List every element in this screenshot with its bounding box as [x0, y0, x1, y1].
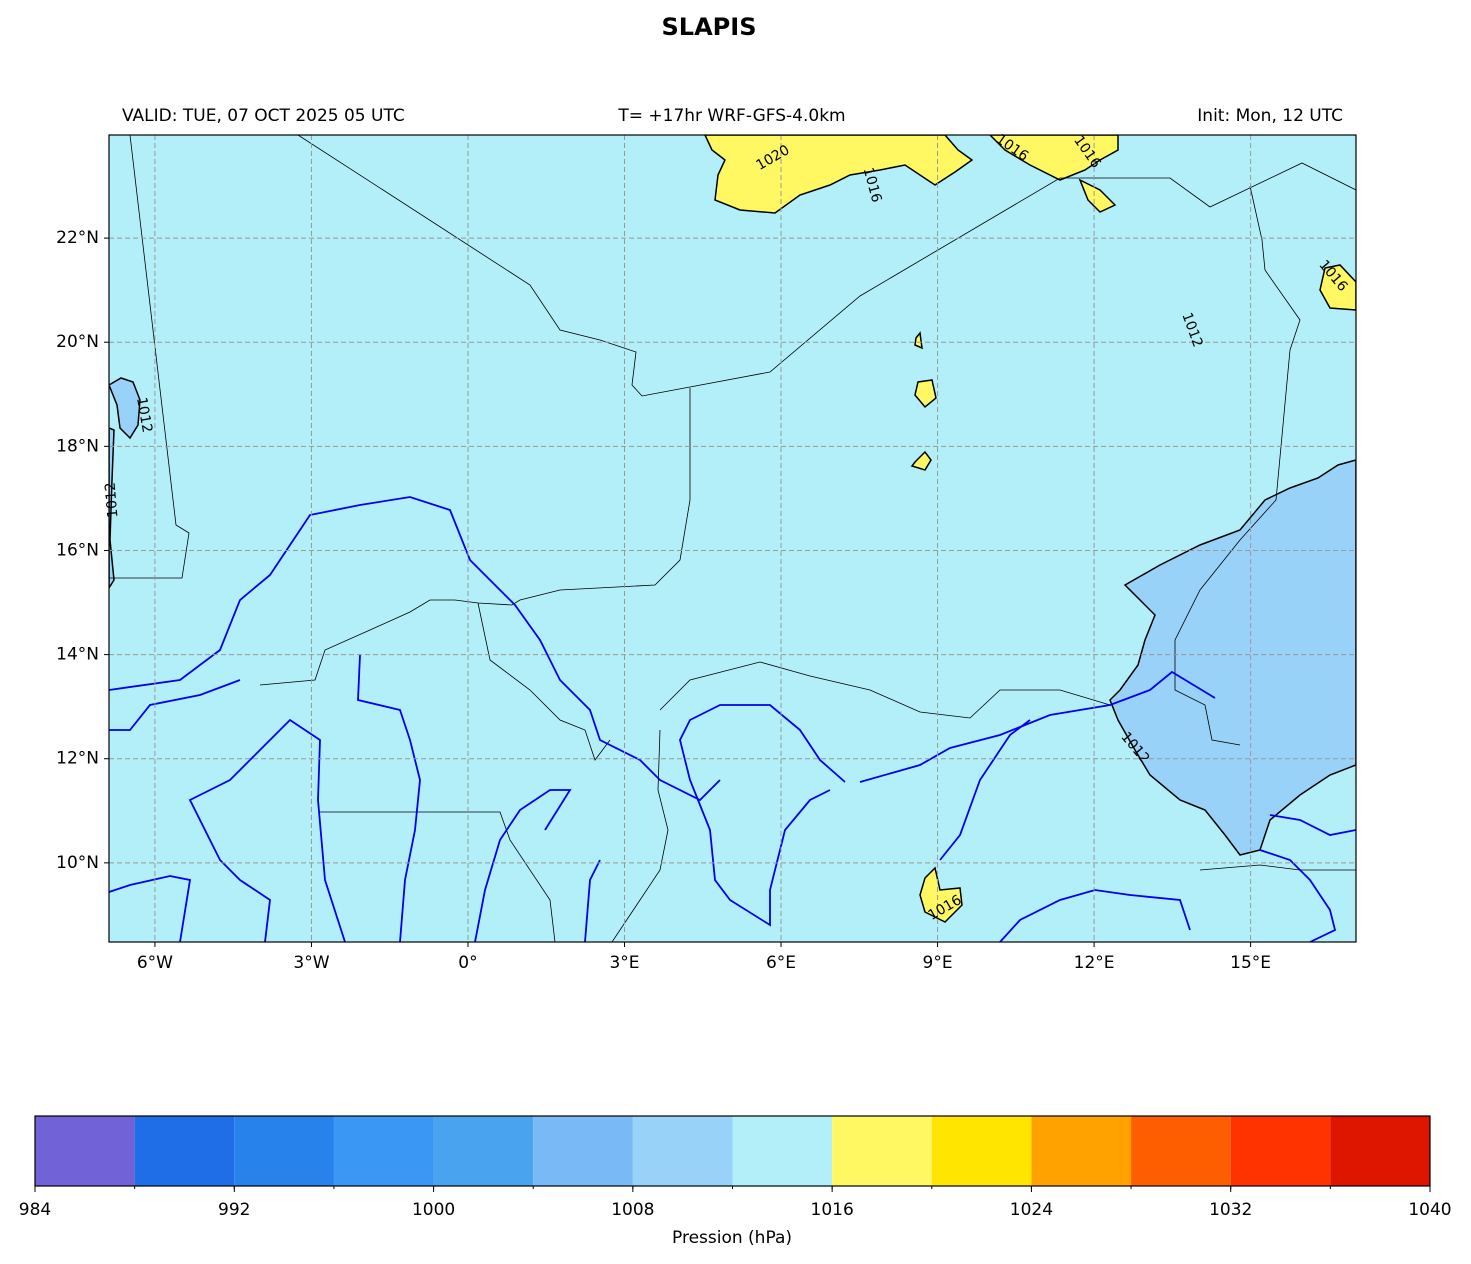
- x-tick-label: 6°E: [766, 953, 796, 973]
- low-area: [109, 427, 115, 590]
- chart-title: SLAPIS: [662, 13, 757, 41]
- low-area: [109, 377, 141, 440]
- high-pressure-areas: [704, 135, 1356, 923]
- colorbar-bin: [333, 1116, 434, 1186]
- colorbar-tick-label: 1016: [811, 1200, 854, 1220]
- rivers: [109, 496, 1356, 942]
- colorbar-bin: [931, 1116, 1032, 1186]
- y-tick-label: 16°N: [56, 540, 99, 560]
- high-area: [910, 450, 932, 471]
- y-tick-label: 20°N: [56, 332, 99, 352]
- colorbar-bin: [234, 1116, 334, 1186]
- colorbar-label: Pression (hPa): [672, 1228, 792, 1248]
- high-area: [988, 135, 1119, 181]
- colorbar-bin: [35, 1116, 135, 1186]
- colorbar-tick-label: 1032: [1209, 1200, 1252, 1220]
- colorbar-bin: [1330, 1116, 1430, 1186]
- colorbar-bin: [134, 1116, 235, 1186]
- subtitle-center: T= +17hr WRF-GFS-4.0km: [617, 106, 845, 126]
- high-area: [919, 866, 963, 923]
- x-tick-label: 6°W: [137, 953, 173, 973]
- colorbar-bin: [433, 1116, 534, 1186]
- colorbar-bin: [732, 1116, 833, 1186]
- map-background: [109, 135, 1356, 942]
- y-tick-label: 14°N: [56, 645, 99, 665]
- high-area: [1078, 178, 1117, 213]
- colorbar-tick-label: 1040: [1408, 1200, 1451, 1220]
- x-tick-label: 3°E: [609, 953, 639, 973]
- x-tick-label: 9°E: [923, 953, 953, 973]
- colorbar-tick-label: 992: [218, 1200, 250, 1220]
- colorbar-bin: [1230, 1116, 1331, 1186]
- x-tick-label: 3°W: [293, 953, 329, 973]
- map-features: [109, 135, 1356, 942]
- borders: [109, 135, 1356, 942]
- colorbar-tick-label: 1008: [611, 1200, 654, 1220]
- colorbar-bin: [632, 1116, 733, 1186]
- colorbar-tick-label: 1000: [412, 1200, 455, 1220]
- colorbar-bin: [1131, 1116, 1231, 1186]
- colorbar-bin: [832, 1116, 932, 1186]
- subtitle-left: VALID: TUE, 07 OCT 2025 05 UTC: [122, 106, 405, 126]
- y-tick-label: 18°N: [56, 436, 99, 456]
- contour-label: 1012: [102, 482, 121, 519]
- low-pressure-areas: [109, 377, 1356, 856]
- x-tick-label: 15°E: [1230, 953, 1271, 973]
- colorbar-tick-label: 1024: [1010, 1200, 1053, 1220]
- high-area: [914, 379, 937, 409]
- subtitle-right: Init: Mon, 12 UTC: [1197, 106, 1343, 126]
- high-area: [704, 135, 974, 214]
- colorbar-bin: [1031, 1116, 1132, 1186]
- colorbar-tick-label: 984: [19, 1200, 51, 1220]
- y-tick-label: 22°N: [56, 228, 99, 248]
- y-tick-label: 12°N: [56, 749, 99, 769]
- low-area: [1109, 459, 1356, 856]
- colorbar-bin: [533, 1116, 633, 1186]
- high-area: [1319, 264, 1356, 311]
- x-tick-label: 0°: [458, 953, 477, 973]
- high-area: [914, 331, 923, 350]
- x-tick-label: 12°E: [1074, 953, 1115, 973]
- y-tick-label: 10°N: [56, 853, 99, 873]
- map-frame: [108, 134, 1357, 943]
- contour-label: 1012: [133, 396, 155, 434]
